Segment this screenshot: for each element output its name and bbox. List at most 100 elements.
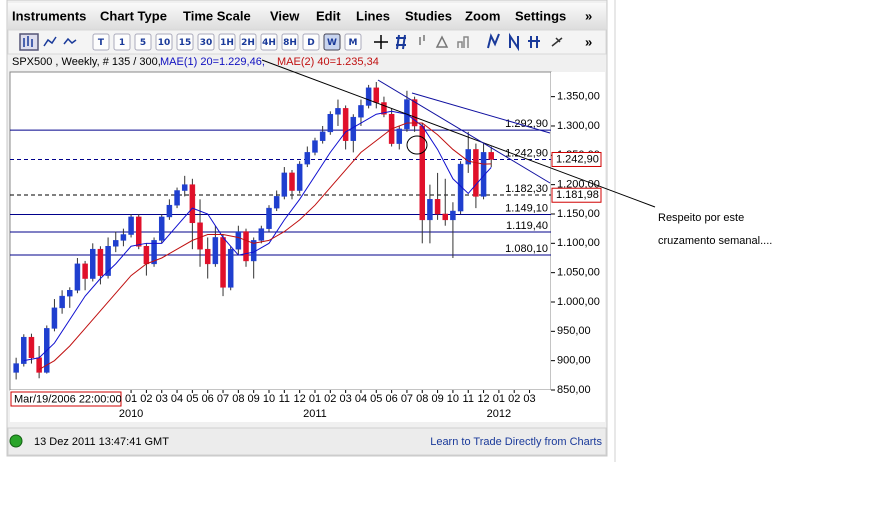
moving-average bbox=[38, 122, 492, 370]
toolbar-button[interactable] bbox=[239, 33, 257, 51]
toolbar-button[interactable] bbox=[92, 33, 110, 51]
candle-body bbox=[427, 199, 433, 221]
candle-body bbox=[457, 163, 464, 212]
toolbar-button-label: 2H bbox=[241, 38, 255, 48]
candle-body bbox=[158, 216, 165, 241]
y-tick-label: 1.150,00 bbox=[557, 208, 600, 220]
chart-instrument: SPX500 , Weekly, # 135 / 300, bbox=[12, 56, 161, 68]
candle-body bbox=[396, 128, 403, 144]
x-tick-label: 01 bbox=[125, 393, 137, 405]
candle-body bbox=[304, 152, 311, 165]
menu-item[interactable]: » bbox=[585, 8, 592, 23]
candle-body bbox=[243, 231, 249, 262]
candle-body bbox=[342, 108, 349, 141]
toolbar-button-label: 1H bbox=[220, 38, 234, 48]
menu-item[interactable]: View bbox=[270, 8, 300, 23]
candle-body bbox=[67, 290, 73, 297]
candle-body bbox=[97, 248, 104, 276]
toolbar-button-label: 8H bbox=[283, 38, 297, 48]
candle-body bbox=[281, 172, 288, 197]
menu-item[interactable]: Chart Type bbox=[100, 8, 167, 23]
toolbar-button[interactable] bbox=[302, 33, 320, 51]
toolbar-button[interactable] bbox=[197, 33, 215, 51]
candle-body bbox=[166, 204, 173, 218]
candle-body bbox=[419, 125, 426, 221]
candle-body bbox=[212, 237, 219, 265]
status-link[interactable]: Learn to Trade Directly from Charts bbox=[430, 436, 602, 448]
toolbar-button-label: M bbox=[349, 38, 358, 48]
candle-body bbox=[181, 184, 188, 191]
x-tick-label: 02 bbox=[508, 393, 520, 405]
candle-body bbox=[273, 196, 280, 209]
moving-average bbox=[23, 110, 492, 362]
x-tick-label: 08 bbox=[416, 393, 428, 405]
menu-item[interactable]: Edit bbox=[316, 8, 341, 23]
toolbar-icons bbox=[19, 32, 563, 52]
chart-mae1: MAE(1) 20=1.229,46, bbox=[160, 56, 265, 68]
menu-item[interactable]: Instruments bbox=[12, 8, 86, 23]
x-tick-label: 09 bbox=[248, 393, 260, 405]
candle-body bbox=[189, 184, 196, 224]
menu-item[interactable]: Zoom bbox=[465, 8, 500, 23]
candle-body bbox=[473, 149, 479, 197]
toolbar-button[interactable] bbox=[344, 33, 362, 51]
toolbar-button-label: 5 bbox=[140, 38, 146, 48]
toolbar-button[interactable] bbox=[176, 33, 194, 51]
trend-line bbox=[411, 92, 551, 134]
menu-item[interactable]: Settings bbox=[515, 8, 566, 23]
annotation: Respeito por este bbox=[658, 212, 744, 224]
x-tick-label: 03 bbox=[340, 393, 352, 405]
menu-item[interactable]: Lines bbox=[356, 8, 390, 23]
y-tick-label: 1.200,00 bbox=[557, 179, 600, 191]
price-level-label: 1.182,30 bbox=[505, 183, 548, 195]
candle-body bbox=[197, 222, 203, 250]
candle-body bbox=[411, 99, 418, 127]
toolbar-button[interactable] bbox=[260, 33, 278, 51]
candle-body bbox=[143, 246, 150, 265]
toolbar-button-label: 15 bbox=[179, 38, 192, 48]
x-tick-label: 09 bbox=[431, 393, 443, 405]
x-tick-label: 11 bbox=[463, 393, 474, 405]
price-box bbox=[551, 187, 602, 203]
x-tick-label: 10 bbox=[447, 393, 459, 405]
y-tick-label: 1.350,00 bbox=[557, 91, 600, 103]
candle-body bbox=[258, 228, 265, 241]
toolbar-button[interactable] bbox=[113, 33, 131, 51]
toolbar-button[interactable] bbox=[134, 33, 152, 51]
price-level-label: 1.119,40 bbox=[506, 220, 548, 232]
candle-body bbox=[266, 207, 272, 229]
x-tick-label: 12 bbox=[294, 393, 306, 405]
toolbar-button[interactable] bbox=[218, 33, 236, 51]
toolbar-button[interactable] bbox=[323, 33, 341, 51]
y-tick-label: 1.300,00 bbox=[557, 120, 600, 132]
start-date-box bbox=[10, 391, 122, 407]
y-tick-label: 1.050,00 bbox=[557, 267, 600, 279]
toolbar-button-label: W bbox=[327, 38, 337, 48]
candle-body bbox=[335, 108, 341, 115]
candle-body bbox=[480, 152, 487, 197]
toolbar-button[interactable] bbox=[281, 33, 299, 51]
candle-body bbox=[82, 263, 88, 279]
toolbar-button[interactable] bbox=[155, 33, 173, 51]
drawn-circle bbox=[406, 135, 428, 155]
menu-item[interactable]: Studies bbox=[405, 8, 452, 23]
status-time: 13 Dez 2011 13:47:41 GMT bbox=[34, 436, 169, 448]
candle-body bbox=[442, 213, 449, 221]
toolbar-more[interactable]: » bbox=[585, 34, 592, 49]
x-tick-label: 06 bbox=[385, 393, 397, 405]
plot-area bbox=[9, 71, 552, 391]
x-tick-label: 02 bbox=[140, 393, 152, 405]
candle-body bbox=[358, 105, 364, 118]
candle-body bbox=[135, 216, 142, 247]
price-axis bbox=[551, 72, 605, 390]
year-label: 2011 bbox=[303, 408, 327, 420]
plot bbox=[10, 81, 551, 380]
candle-body bbox=[227, 248, 234, 288]
menu-item[interactable]: Time Scale bbox=[183, 8, 251, 23]
price-level-label: 1.080,10 bbox=[505, 243, 548, 255]
x-tick-label: 07 bbox=[217, 393, 229, 405]
trend-line bbox=[377, 79, 551, 184]
toolbar-button-label: D bbox=[307, 38, 314, 48]
candle-body bbox=[21, 336, 27, 364]
